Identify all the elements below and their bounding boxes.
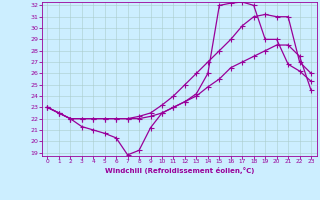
X-axis label: Windchill (Refroidissement éolien,°C): Windchill (Refroidissement éolien,°C) [105,167,254,174]
